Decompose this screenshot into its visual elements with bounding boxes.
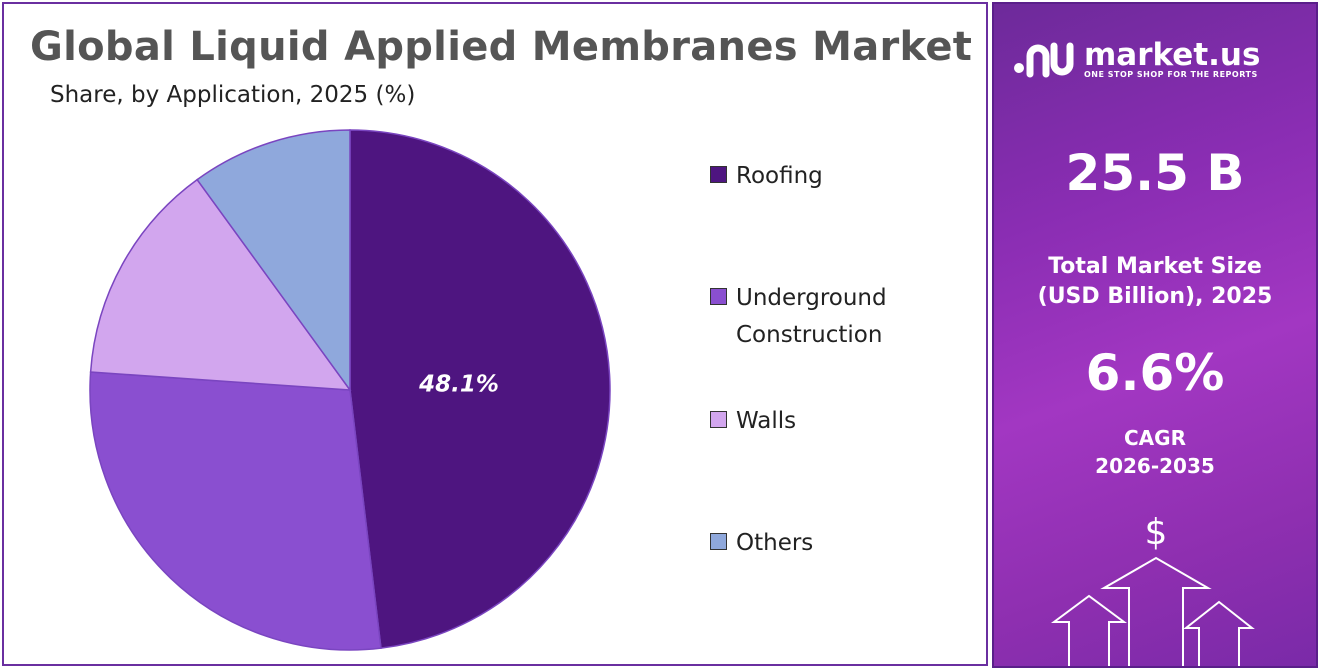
legend-label: Walls bbox=[736, 403, 796, 440]
chart-subtitle: Share, by Application, 2025 (%) bbox=[50, 82, 416, 108]
chart-panel: Global Liquid Applied Membranes Market S… bbox=[2, 2, 988, 666]
market-size-label-2: (USD Billion), 2025 bbox=[1037, 284, 1273, 309]
legend-item: Others bbox=[710, 525, 813, 562]
brand-logo: market.us ONE STOP SHOP FOR THE REPORTS bbox=[1012, 34, 1260, 84]
market-size-label-1: Total Market Size bbox=[1048, 254, 1262, 279]
legend-item: Underground Construction bbox=[710, 280, 887, 354]
pie-chart: 48.1% bbox=[89, 129, 611, 651]
legend-label-line: Roofing bbox=[736, 163, 823, 189]
cagr-label-2: 2026-2035 bbox=[1095, 454, 1215, 478]
legend-label-line: Construction bbox=[736, 322, 883, 348]
pie-slice-roofing bbox=[349, 129, 611, 649]
pie-slice-others bbox=[196, 129, 351, 393]
legend-label-line: Underground bbox=[736, 285, 887, 311]
legend-label: Underground Construction bbox=[736, 280, 887, 354]
stats-panel: market.us ONE STOP SHOP FOR THE REPORTS … bbox=[992, 2, 1318, 668]
cagr-label-1: CAGR bbox=[1124, 426, 1186, 450]
legend-swatch bbox=[710, 288, 727, 305]
brand-tagline: ONE STOP SHOP FOR THE REPORTS bbox=[1084, 69, 1258, 79]
brand-name: market.us bbox=[1084, 36, 1261, 73]
growth-arrows-icon: $ bbox=[1050, 512, 1255, 666]
market-size-value: 25.5 B bbox=[1065, 144, 1245, 202]
data-label-roofing: 48.1% bbox=[418, 371, 499, 397]
pie-slice-walls bbox=[89, 178, 352, 391]
legend-item: Roofing bbox=[710, 158, 823, 195]
legend-swatch bbox=[710, 533, 727, 550]
market-us-logo-icon bbox=[1014, 42, 1074, 78]
legend-label-line: Others bbox=[736, 530, 814, 556]
dollar-sign: $ bbox=[1145, 512, 1168, 553]
legend-label: Others bbox=[736, 525, 813, 562]
legend-swatch bbox=[710, 166, 727, 183]
legend-label-line: Walls bbox=[736, 408, 797, 434]
legend-swatch bbox=[710, 411, 727, 428]
pie-slice-underground-construction bbox=[89, 371, 382, 651]
legend-item: Walls bbox=[710, 403, 796, 440]
chart-title: Global Liquid Applied Membranes Market bbox=[30, 24, 973, 70]
legend-label: Roofing bbox=[736, 158, 823, 195]
cagr-value: 6.6% bbox=[1085, 344, 1225, 402]
